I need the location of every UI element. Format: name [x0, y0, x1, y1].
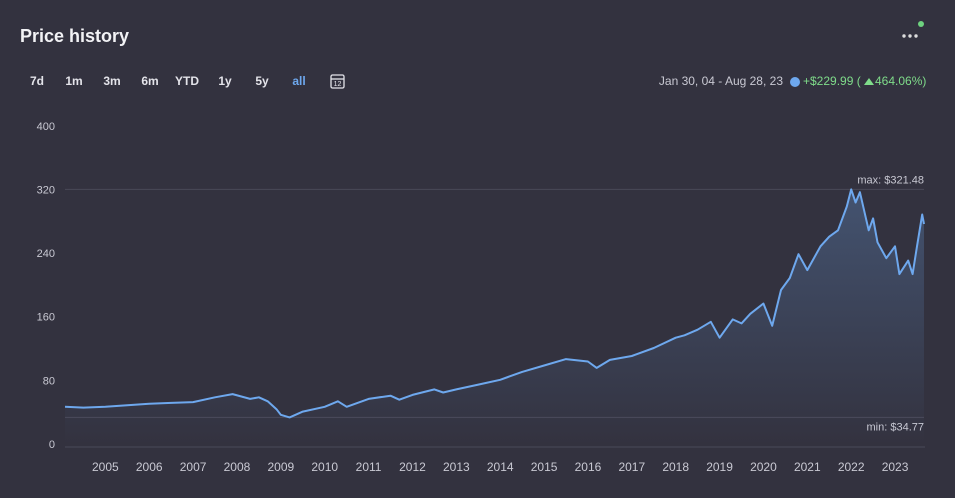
x-tick-label: 2013 — [443, 460, 470, 474]
change: +$229.99 ( — [803, 74, 861, 88]
x-tick-label: 2019 — [706, 460, 733, 474]
x-tick-label: 2014 — [487, 460, 514, 474]
x-tick-label: 2007 — [180, 460, 207, 474]
x-tick-label: 2017 — [618, 460, 645, 474]
title: Price history — [20, 26, 129, 46]
x-tick-label: 2015 — [531, 460, 558, 474]
x-tick-label: 2006 — [136, 460, 163, 474]
area — [65, 189, 924, 445]
x-tick-label: 2012 — [399, 460, 426, 474]
x-tick-label: 2005 — [92, 460, 119, 474]
calendar-day: 12 — [334, 81, 342, 88]
max-label: max: $321.48 — [857, 174, 924, 186]
calendar-button[interactable]: 12 — [330, 74, 345, 89]
range-button[interactable]: 7d — [30, 74, 44, 88]
x-tick-label: 2021 — [794, 460, 821, 474]
x-tick-label: 2009 — [267, 460, 294, 474]
x-tick-label: 2020 — [750, 460, 777, 474]
date-range: Jan 30, 04 - Aug 28, 23 — [659, 74, 783, 88]
x-tick-label: 2008 — [224, 460, 251, 474]
up-arrow — [864, 78, 874, 85]
x-tick-label: 2018 — [662, 460, 689, 474]
range-button[interactable]: 6m — [141, 74, 158, 88]
x-tick-label: 2022 — [838, 460, 865, 474]
range-button[interactable]: YTD — [175, 74, 199, 88]
series-dot — [790, 77, 800, 87]
x-tick-label: 2011 — [356, 460, 382, 474]
price-line — [64, 188, 925, 419]
y-tick-label: 320 — [37, 185, 55, 197]
y-tick-label: 240 — [37, 248, 55, 260]
x-tick-label: 2010 — [311, 460, 338, 474]
change-pct: 464.06%) — [875, 74, 926, 88]
range-button[interactable]: 3m — [103, 74, 120, 88]
more-menu[interactable] — [902, 21, 924, 38]
x-tick-label: 2023 — [882, 460, 909, 474]
y-tick-label: 80 — [43, 375, 55, 387]
y-tick-label: 0 — [49, 439, 55, 451]
x-tick-label: 2016 — [575, 460, 602, 474]
range-button[interactable]: 5y — [255, 74, 269, 88]
range-button[interactable]: all — [292, 74, 305, 88]
range-button[interactable]: 1m — [65, 74, 82, 88]
y-tick-label: 400 — [37, 121, 55, 133]
y-tick-label: 160 — [37, 312, 55, 324]
range-button[interactable]: 1y — [218, 74, 232, 88]
